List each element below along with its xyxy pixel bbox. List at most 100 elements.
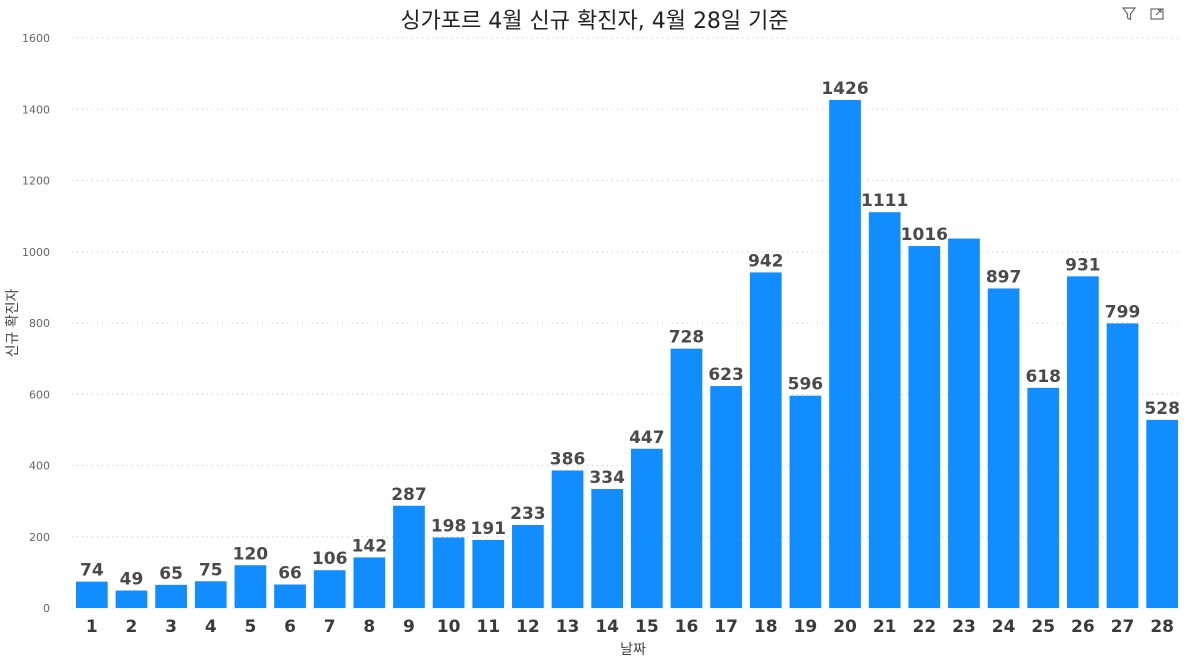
data-label: 49 — [120, 570, 144, 590]
data-label: 1426 — [821, 79, 868, 99]
bar[interactable] — [710, 386, 742, 608]
y-tick-label: 0 — [43, 602, 50, 615]
x-tick-label: 22 — [912, 617, 936, 637]
bar[interactable] — [432, 537, 465, 608]
bar[interactable] — [948, 238, 980, 608]
bar[interactable] — [1146, 419, 1179, 608]
x-tick-label: 23 — [952, 617, 976, 637]
data-label: 728 — [669, 328, 705, 348]
y-tick-label: 1400 — [22, 103, 50, 116]
x-tick-label: 1 — [86, 617, 98, 637]
y-tick-label: 1600 — [22, 32, 50, 45]
bar[interactable] — [274, 584, 306, 608]
bar[interactable] — [313, 570, 346, 608]
data-label: 897 — [986, 267, 1022, 287]
x-tick-label: 15 — [635, 617, 659, 637]
y-tick-label: 600 — [29, 388, 50, 401]
x-tick-label: 7 — [324, 617, 336, 637]
x-axis-title: 날짜 — [620, 642, 646, 658]
bar[interactable] — [551, 470, 584, 608]
bar[interactable] — [987, 288, 1020, 608]
data-label: 942 — [748, 251, 784, 271]
bar[interactable] — [789, 395, 822, 608]
x-tick-label: 25 — [1031, 617, 1055, 637]
filter-icon[interactable] — [1121, 6, 1137, 22]
x-tick-label: 19 — [794, 617, 818, 637]
bar[interactable] — [1067, 276, 1099, 608]
x-tick-label: 2 — [126, 617, 138, 637]
bar[interactable] — [115, 590, 148, 608]
bar[interactable] — [908, 246, 941, 609]
data-label: 191 — [471, 519, 507, 539]
chart-title: 싱가포르 4월 신규 확진자, 4월 28일 기준 — [400, 9, 789, 34]
x-tick-label: 18 — [754, 617, 778, 637]
data-label: 1111 — [861, 191, 908, 211]
visual-header-toolbar — [1121, 6, 1165, 22]
data-label: 65 — [159, 564, 183, 584]
data-label: 142 — [352, 536, 388, 556]
x-tick-label: 4 — [205, 617, 217, 637]
x-tick-label: 9 — [403, 617, 415, 637]
x-tick-label: 12 — [516, 617, 540, 637]
bar[interactable] — [353, 557, 386, 608]
y-axis-title: 신규 확진자 — [5, 288, 21, 357]
x-tick-label: 28 — [1150, 617, 1174, 637]
bar[interactable] — [155, 584, 187, 608]
x-tick-label: 26 — [1071, 617, 1095, 637]
data-label: 66 — [278, 563, 302, 583]
data-label: 120 — [233, 544, 269, 564]
bar[interactable] — [630, 448, 663, 608]
x-tick-label: 24 — [992, 617, 1016, 637]
data-label: 198 — [431, 516, 467, 536]
data-label: 74 — [80, 561, 104, 581]
bar[interactable] — [1027, 387, 1060, 608]
y-tick-label: 800 — [29, 317, 50, 330]
data-label: 618 — [1026, 367, 1062, 387]
data-label: 596 — [788, 375, 824, 395]
x-tick-label: 16 — [675, 617, 699, 637]
x-tick-label: 3 — [165, 617, 177, 637]
x-tick-label: 13 — [556, 617, 580, 637]
bar[interactable] — [1106, 323, 1139, 608]
bar[interactable] — [749, 272, 782, 608]
data-label: 931 — [1065, 255, 1101, 275]
data-label: 1016 — [901, 225, 948, 245]
data-label: 528 — [1144, 399, 1180, 419]
x-tick-label: 6 — [284, 617, 296, 637]
y-tick-label: 1200 — [22, 175, 50, 188]
x-tick-label: 11 — [476, 617, 500, 637]
bar[interactable] — [512, 524, 544, 608]
x-tick-label: 17 — [714, 617, 738, 637]
focus-mode-icon[interactable] — [1149, 6, 1165, 22]
data-label: 287 — [391, 485, 427, 505]
bar[interactable] — [393, 505, 425, 608]
x-tick-label: 21 — [873, 617, 897, 637]
y-tick-label: 400 — [29, 460, 50, 473]
y-tick-label: 1000 — [22, 246, 50, 259]
bar[interactable] — [670, 348, 703, 608]
bars — [75, 99, 1179, 609]
data-label: 233 — [510, 504, 546, 524]
bar[interactable] — [234, 565, 267, 608]
data-label: 799 — [1105, 302, 1141, 322]
bar[interactable] — [194, 581, 227, 608]
data-label: 447 — [629, 428, 665, 448]
x-tick-label: 8 — [363, 617, 375, 637]
data-label: 386 — [550, 449, 586, 469]
data-label: 75 — [199, 560, 223, 580]
bar[interactable] — [868, 212, 901, 609]
bar[interactable] — [472, 539, 505, 608]
x-tick-label: 5 — [244, 617, 256, 637]
x-tick-label: 14 — [595, 617, 619, 637]
data-label: 106 — [312, 549, 348, 569]
x-axis: 1 2 3 4 5 6 7 8 9 10 11 12 13 14 15 16 17 18 19 20 21 22 23 24 2… — [86, 617, 1174, 637]
x-tick-label: 20 — [833, 617, 857, 637]
bar[interactable] — [591, 489, 624, 608]
x-tick-label: 10 — [437, 617, 461, 637]
bar[interactable] — [829, 99, 861, 609]
bar[interactable] — [75, 581, 108, 608]
data-label: 623 — [708, 365, 744, 385]
